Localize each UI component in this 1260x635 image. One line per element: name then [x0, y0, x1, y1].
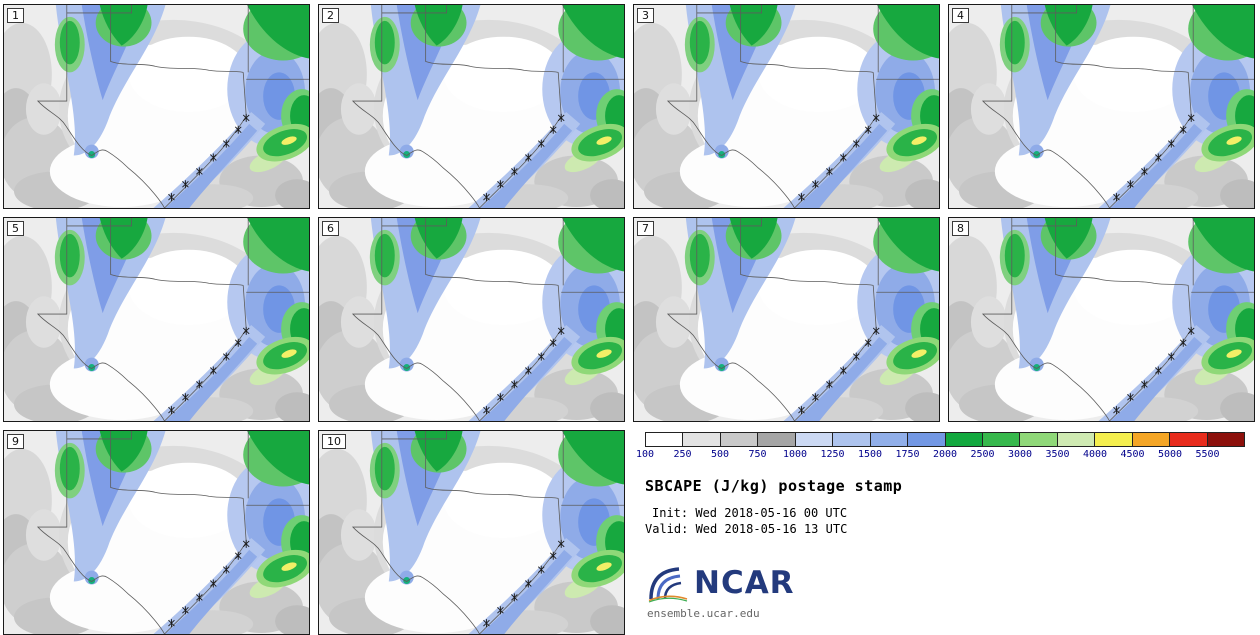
panel-number-badge: 4 — [952, 8, 969, 23]
colorbar-segment — [1170, 433, 1208, 446]
footer-url: ensemble.ucar.edu — [647, 607, 760, 620]
ensemble-panel: 9 — [3, 430, 310, 635]
panel-number-badge: 8 — [952, 221, 969, 236]
colorbar-segment — [945, 433, 983, 446]
colorbar-tick-label: 4000 — [1082, 449, 1108, 460]
ensemble-panel: 5 — [3, 217, 310, 422]
colorbar-segment — [720, 433, 759, 446]
ensemble-panel: 2 — [318, 4, 625, 209]
colorbar-segment — [683, 433, 721, 446]
colorbar-segment — [833, 433, 871, 446]
ensemble-panel: 4 — [948, 4, 1255, 209]
colorbar-tick-label: 5500 — [1195, 449, 1220, 460]
colorbar-segment — [646, 433, 684, 446]
colorbar-tick-label: 1500 — [857, 449, 883, 460]
panel-number-badge: 9 — [7, 434, 24, 449]
ncar-logo-text: NCAR — [694, 565, 795, 601]
panel-number-badge: 10 — [322, 434, 346, 449]
ncar-logo-icon — [648, 567, 688, 603]
legend-block: 100 250 500 750 1000 1250 1500 1750 2000 2500 3000… — [633, 430, 1255, 635]
colorbar-ticks: 100 250 500 750 1000 1250 1500 1750 2000 2500 3000… — [636, 449, 1245, 463]
colorbar-tick-label: 3500 — [1045, 449, 1070, 460]
colorbar — [645, 432, 1245, 447]
cape-map — [319, 5, 624, 208]
cape-map — [4, 218, 309, 421]
ensemble-panel: 8 — [948, 217, 1255, 422]
ensemble-panel: 7 — [633, 217, 940, 422]
panel-number-badge: 1 — [7, 8, 24, 23]
colorbar-segment — [982, 433, 1021, 446]
colorbar-tick-label: 2000 — [932, 449, 958, 460]
panel-number-badge: 3 — [637, 8, 654, 23]
colorbar-segment — [1057, 433, 1096, 446]
colorbar-segment — [758, 433, 796, 446]
cape-map — [319, 218, 624, 421]
postage-stamp-grid: 1 2 3 4 5 6 7 8 9 10 100 250 500 750 1 — [3, 4, 1255, 635]
cape-map — [949, 5, 1254, 208]
colorbar-segment — [795, 433, 834, 446]
colorbar-segment — [1020, 433, 1058, 446]
ensemble-panel: 3 — [633, 4, 940, 209]
cape-map — [634, 5, 939, 208]
cape-map — [634, 218, 939, 421]
colorbar-segment — [1132, 433, 1171, 446]
colorbar-tick-label: 5000 — [1157, 449, 1183, 460]
chart-title: SBCAPE (J/kg) postage stamp — [645, 477, 903, 495]
cape-map — [4, 431, 309, 634]
colorbar-tick-label: 1750 — [895, 449, 920, 460]
ncar-brand: NCAR — [645, 563, 1255, 603]
colorbar-tick-label: 250 — [673, 449, 692, 460]
colorbar-segment — [1207, 433, 1244, 446]
ensemble-panel: 6 — [318, 217, 625, 422]
colorbar-tick-label: 3000 — [1007, 449, 1033, 460]
time-block: Init: Wed 2018-05-16 00 UTC Valid: Wed 2… — [645, 505, 1255, 537]
ensemble-panel: 10 — [318, 430, 625, 635]
panel-number-badge: 5 — [7, 221, 24, 236]
colorbar-tick-label: 100 — [635, 449, 655, 460]
colorbar-tick-label: 1250 — [820, 449, 845, 460]
cape-map — [4, 5, 309, 208]
colorbar-tick-label: 2500 — [970, 449, 995, 460]
colorbar-tick-label: 500 — [710, 449, 730, 460]
panel-number-badge: 6 — [322, 221, 339, 236]
colorbar-tick-label: 4500 — [1120, 449, 1145, 460]
colorbar-tick-label: 1000 — [782, 449, 808, 460]
cape-map — [949, 218, 1254, 421]
cape-map — [319, 431, 624, 634]
panel-number-badge: 7 — [637, 221, 654, 236]
panel-number-badge: 2 — [322, 8, 339, 23]
colorbar-segment — [1095, 433, 1133, 446]
ensemble-panel: 1 — [3, 4, 310, 209]
colorbar-segment — [908, 433, 946, 446]
colorbar-segment — [870, 433, 909, 446]
colorbar-tick-label: 750 — [748, 449, 767, 460]
valid-time-line: Valid: Wed 2018-05-16 13 UTC — [645, 522, 848, 536]
init-time-line: Init: Wed 2018-05-16 00 UTC — [652, 506, 848, 520]
